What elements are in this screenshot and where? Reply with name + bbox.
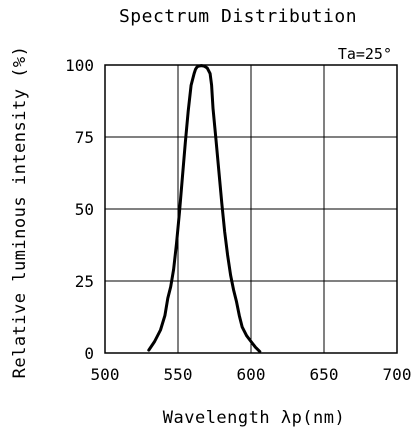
plot-frame <box>104 64 398 354</box>
x-tick-label: 500 <box>91 365 120 384</box>
y-tick-label: 0 <box>84 344 94 363</box>
y-tick-label: 50 <box>75 200 94 219</box>
y-tick-label: 100 <box>65 56 94 75</box>
x-tick-label: 650 <box>310 365 339 384</box>
x-axis-label: Wavelength λp(nm) <box>163 408 346 428</box>
y-tick-labels: 0 25 50 75 100 <box>65 56 94 363</box>
y-tick-label: 75 <box>75 128 94 147</box>
temperature-annotation: Ta=25° <box>338 45 392 63</box>
y-axis-label: Relative luminous intensity (%) <box>10 46 30 379</box>
grid <box>105 65 397 353</box>
x-tick-label: 700 <box>383 365 412 384</box>
x-tick-label: 600 <box>237 365 266 384</box>
chart-title: Spectrum Distribution <box>119 6 357 27</box>
x-tick-labels: 500 550 600 650 700 <box>91 365 412 384</box>
spectrum-curve <box>147 64 262 354</box>
x-tick-label: 550 <box>164 365 193 384</box>
y-tick-label: 25 <box>75 272 94 291</box>
